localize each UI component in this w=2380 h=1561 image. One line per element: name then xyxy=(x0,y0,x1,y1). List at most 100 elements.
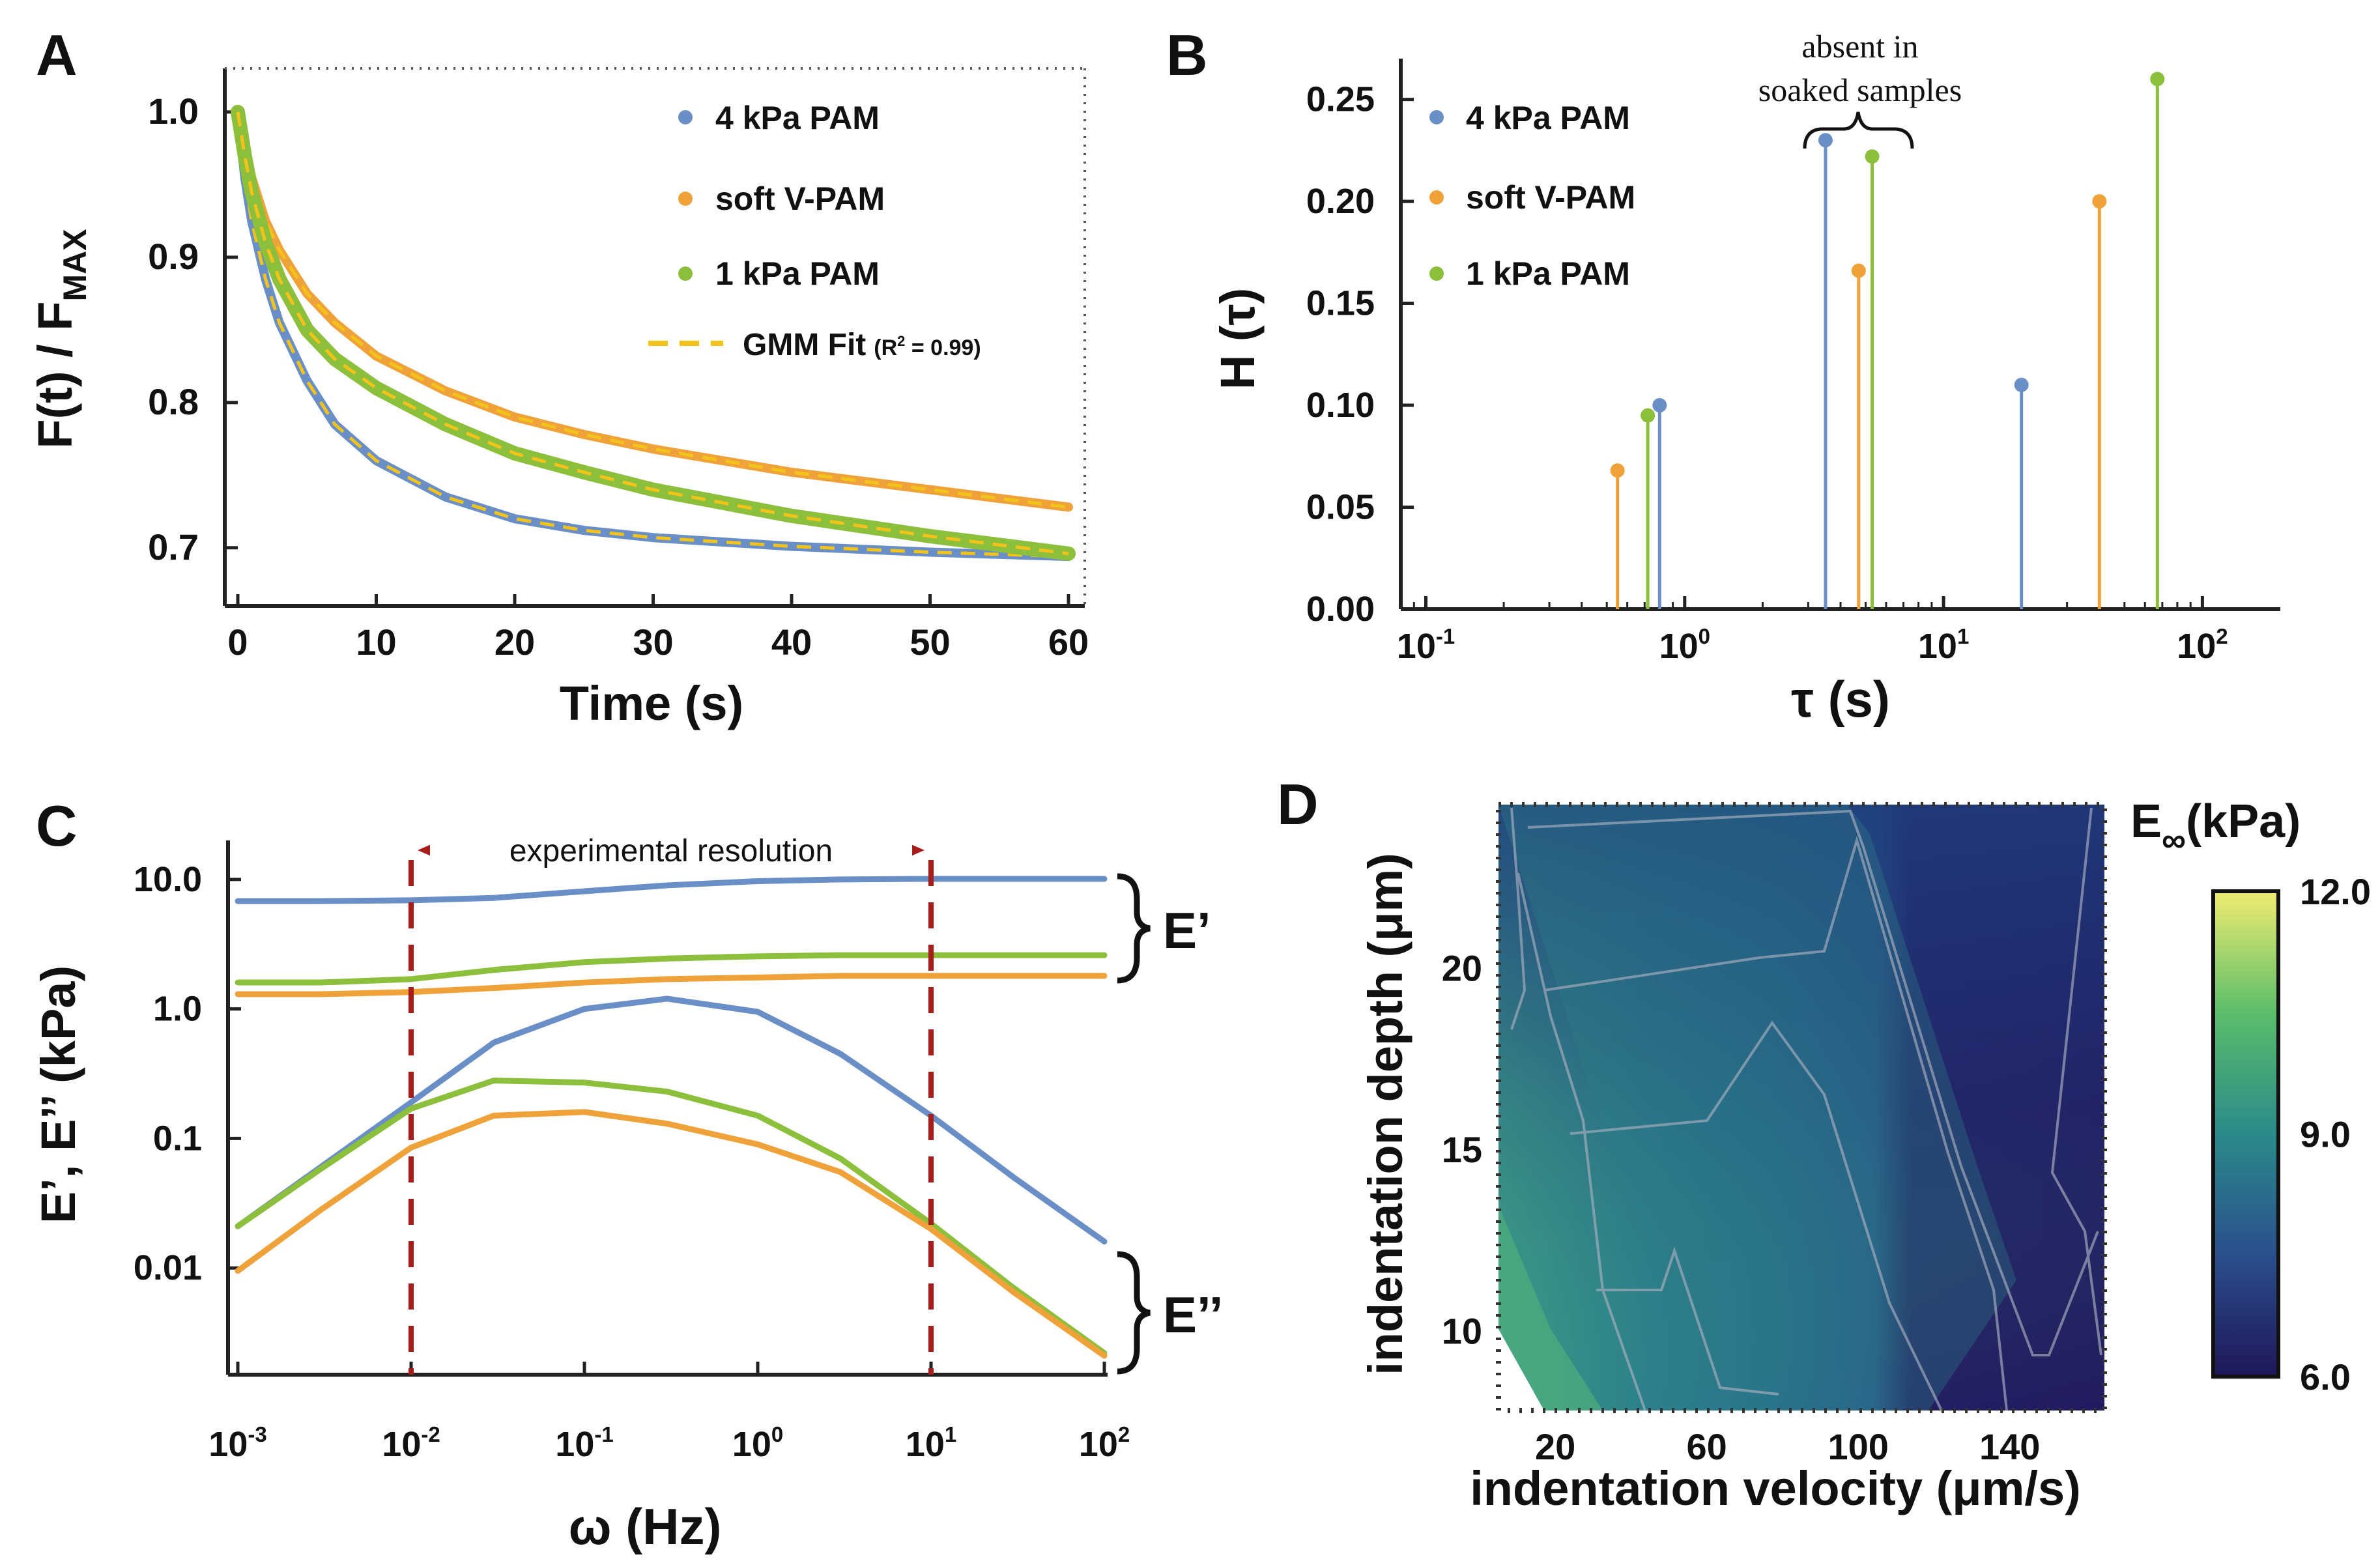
c-series-orange xyxy=(235,973,1108,997)
b-legend-label-soft-vpam: soft V-PAM xyxy=(1466,179,1635,216)
annotation-brace xyxy=(1803,111,1914,149)
c-x-tick-label: 102 xyxy=(1079,1422,1130,1464)
c-series-blue xyxy=(235,995,1108,1245)
legend-marker-4kpa xyxy=(678,110,693,124)
panel-a: A 0 10 20 30 40 50 60 0.7 0.8 0.9 1.0 Time (s) F(… xyxy=(28,23,1089,730)
b-stem-marker-green xyxy=(1641,408,1656,423)
b-stem-marker-green xyxy=(2150,72,2165,87)
b-x-tick-label: 101 xyxy=(1918,624,1969,666)
panel-d-heatmap xyxy=(1496,802,2107,1413)
a-x-tick-label: 50 xyxy=(910,622,950,663)
b-stem-marker-blue xyxy=(1818,133,1833,148)
c-y-tick-label: 0.01 xyxy=(134,1248,202,1287)
b-y-tick-label: 0.20 xyxy=(1306,182,1375,221)
c-series-green xyxy=(235,952,1108,986)
colorbar-tick-label: 12.0 xyxy=(2300,871,2371,912)
panel-d-label: D xyxy=(1277,772,1319,837)
d-x-tick-label: 100 xyxy=(1828,1426,1888,1467)
panel-c-label: C xyxy=(36,794,78,858)
a-y-tick-label: 0.9 xyxy=(148,236,199,277)
a-y-tick-label: 0.7 xyxy=(148,526,199,567)
colorbar: E∞(kPa) 6.0 9.0 12.0 xyxy=(2130,795,2371,1397)
panel-a-y-ticks: 0.7 0.8 0.9 1.0 xyxy=(148,91,238,567)
colorbar-ticks: 6.0 9.0 12.0 xyxy=(2300,871,2371,1397)
panel-b-annotation: absent in soaked samples xyxy=(1758,28,1962,149)
b-stem-marker-blue xyxy=(2014,377,2029,392)
colorbar-tick-label: 6.0 xyxy=(2300,1356,2351,1397)
a-x-tick-label: 60 xyxy=(1048,622,1089,663)
brace-upper xyxy=(1117,873,1151,984)
c-x-tick-label: 10-3 xyxy=(208,1422,266,1464)
b-stem-marker-orange xyxy=(2092,194,2107,209)
c-x-tick-label: 10-1 xyxy=(555,1422,613,1464)
panel-b-y-ticks: 0.00 0.05 0.10 0.15 0.20 0.25 xyxy=(1306,80,1414,629)
panel-c-x-label: ω (Hz) xyxy=(569,1498,722,1555)
heatmap-contours xyxy=(1510,807,2102,1411)
panel-a-x-label: Time (s) xyxy=(560,676,743,730)
panel-a-x-ticks: 0 10 20 30 40 50 60 xyxy=(227,594,1089,663)
panel-a-series xyxy=(231,104,1076,562)
panel-d-x-ticks: 20 60 100 140 xyxy=(1535,1426,2040,1467)
b-legend-marker-4kpa xyxy=(1429,110,1444,124)
panel-b-x-ticks: 10-1 100 101 102 xyxy=(1397,596,2228,666)
panel-a-legend: 4 kPa PAM soft V-PAM 1 kPa PAM GMM Fit (R… xyxy=(648,100,981,362)
d-y-tick-label: 15 xyxy=(1442,1129,1482,1170)
heatmap-blank-corner xyxy=(1498,1329,1544,1411)
c-y-tick-label: 0.1 xyxy=(153,1119,202,1158)
b-y-tick-label: 0.10 xyxy=(1306,386,1375,425)
panel-d: D 20 60 100 140 10 15 20 indentation velocity… xyxy=(1277,772,2371,1515)
b-x-tick-label: 100 xyxy=(1659,624,1710,666)
c-y-tick-label: 10.0 xyxy=(134,860,202,899)
brace-lower xyxy=(1117,1251,1151,1375)
panel-c-braces: E’ E’’ xyxy=(1117,873,1223,1375)
d-x-tick-label: 60 xyxy=(1687,1426,1727,1467)
c-x-tick-label: 10-2 xyxy=(382,1422,440,1464)
legend-label-4kpa: 4 kPa PAM xyxy=(715,100,880,136)
panel-d-y-label: indentation depth (μm) xyxy=(1358,853,1412,1375)
b-legend-marker-1kpa xyxy=(1429,266,1444,281)
a-x-tick-label: 30 xyxy=(633,622,673,663)
heatmap-shade xyxy=(1498,805,2104,1411)
panel-d-y-ticks: 10 15 20 xyxy=(1442,948,1482,1352)
b-stem-marker-orange xyxy=(1610,463,1625,478)
panel-c-y-label: E’, E’’ (kPa) xyxy=(31,966,85,1224)
a-fit-green xyxy=(236,111,1069,556)
legend-marker-1kpa xyxy=(678,266,693,281)
panel-c-resolution: experimental resolution xyxy=(409,834,934,1375)
panel-a-label: A xyxy=(36,23,78,87)
panel-c: C 10-3 10-2 10-1 100 101 102 0.01 0.1 1.0 10.0 e… xyxy=(31,794,1223,1555)
panel-b-legend: 4 kPa PAM soft V-PAM 1 kPa PAM xyxy=(1429,100,1635,292)
legend-label-1kpa: 1 kPa PAM xyxy=(715,255,880,292)
colorbar-tick-label: 9.0 xyxy=(2300,1114,2351,1155)
b-y-tick-label: 0.15 xyxy=(1306,284,1375,323)
resolution-label-bg xyxy=(430,837,912,870)
panel-b-stems xyxy=(1610,72,2165,609)
d-x-tick-label: 140 xyxy=(1979,1426,2040,1467)
c-x-tick-label: 100 xyxy=(732,1422,783,1464)
a-x-tick-label: 20 xyxy=(495,622,535,663)
a-x-tick-label: 10 xyxy=(356,622,396,663)
brace-upper-label: E’ xyxy=(1163,902,1211,959)
panel-b-label: B xyxy=(1166,23,1208,87)
c-x-tick-label: 101 xyxy=(906,1422,956,1464)
b-y-tick-label: 0.05 xyxy=(1306,488,1375,527)
panel-c-series xyxy=(235,876,1108,1359)
a-y-tick-label: 0.8 xyxy=(148,381,199,422)
legend-label-soft-vpam: soft V-PAM xyxy=(715,180,885,217)
a-fit-blue xyxy=(236,111,1069,558)
panel-c-axes xyxy=(226,840,1108,1377)
b-stem-marker-orange xyxy=(1851,263,1866,278)
b-x-tick-label: 10-1 xyxy=(1397,624,1455,666)
panel-b-x-label: τ (s) xyxy=(1791,670,1890,728)
d-y-tick-label: 10 xyxy=(1442,1310,1482,1351)
panel-b-y-label: H (τ) xyxy=(1211,288,1265,390)
legend-marker-soft-vpam xyxy=(678,192,693,206)
c-series-orange xyxy=(235,1109,1108,1359)
a-x-tick-label: 40 xyxy=(771,622,812,663)
panel-b-axes xyxy=(1399,59,2280,611)
heatmap-high-region xyxy=(1498,1205,1603,1411)
colorbar-title: E∞(kPa) xyxy=(2130,795,2301,859)
heatmap-frame xyxy=(1496,802,2107,1413)
b-y-tick-label: 0.00 xyxy=(1306,590,1375,629)
